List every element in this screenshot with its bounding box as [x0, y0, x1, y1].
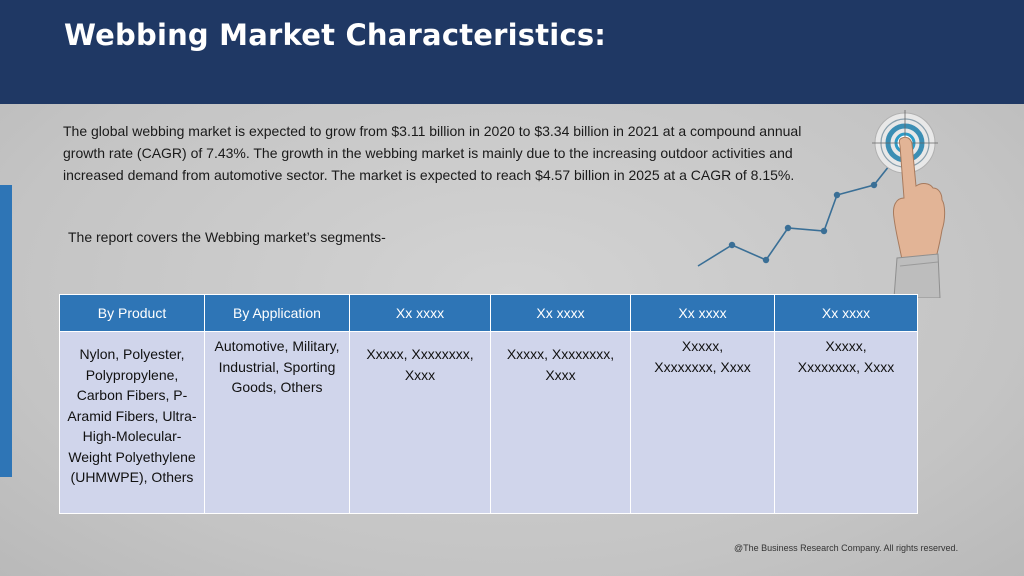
header-segment-4: Xx xxxx — [490, 294, 631, 332]
segment-4-cell: Xxxxx, Xxxxxxxx, Xxxx — [490, 331, 631, 514]
pointing-hand-icon — [893, 136, 946, 298]
segment-5-cell: Xxxxx, Xxxxxxxx, Xxxx — [630, 331, 775, 514]
segment-3-cell: Xxxxx, Xxxxxxxx, Xxxx — [349, 331, 491, 514]
header-segment-3: Xx xxxx — [349, 294, 491, 332]
intro-paragraph: The global webbing market is expected to… — [63, 123, 802, 183]
segment-6-cell: Xxxxx, Xxxxxxxx, Xxxx — [774, 331, 918, 514]
copyright-footer: @The Business Research Company. All righ… — [734, 543, 959, 553]
header-segment-5: Xx xxxx — [630, 294, 775, 332]
page-title: Webbing Market Characteristics: — [64, 18, 607, 52]
product-cell: Nylon, Polyester, Polypropylene, Carbon … — [59, 331, 205, 514]
segments-table: By Product By Application Xx xxxx Xx xxx… — [59, 294, 918, 514]
segments-subtitle: The report covers the Webbing market’s s… — [68, 229, 386, 245]
table-row: Nylon, Polyester, Polypropylene, Carbon … — [59, 331, 918, 514]
application-cell: Automotive, Military, Industrial, Sporti… — [204, 331, 350, 514]
header-segment-6: Xx xxxx — [774, 294, 918, 332]
header-by-product: By Product — [59, 294, 205, 332]
growth-line-chart-icon — [697, 141, 909, 267]
header-bar: Webbing Market Characteristics: — [0, 0, 1024, 104]
table-header-row: By Product By Application Xx xxxx Xx xxx… — [59, 294, 918, 332]
growth-illustration — [697, 110, 946, 298]
header-by-application: By Application — [204, 294, 350, 332]
left-accent-bar — [0, 185, 12, 477]
